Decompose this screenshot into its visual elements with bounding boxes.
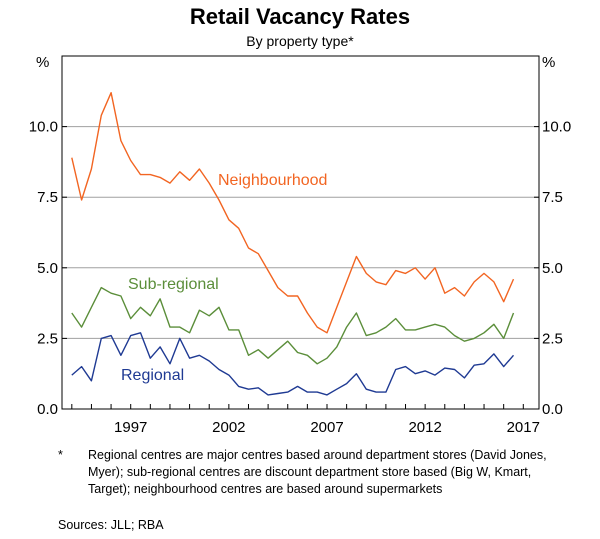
gridlines [62, 126, 539, 339]
x-tick-label: 1997 [114, 419, 147, 436]
footnote-marker: * [58, 448, 63, 462]
y-unit-label-right: % [542, 54, 555, 71]
chart-subtitle: By property type* [246, 33, 354, 49]
plot-frame [61, 55, 540, 410]
y-tick-label-right: 5.0 [542, 260, 563, 277]
x-tick-label: 2017 [507, 419, 540, 436]
y-tick-label-left: 0.0 [37, 401, 58, 418]
series-line-sub-regional [71, 286, 515, 365]
series-line-regional [71, 332, 515, 396]
x-tick-labels: 1997 2002 2007 2012 2017 [114, 419, 540, 436]
y-tick-label-right: 2.5 [542, 330, 563, 347]
y-tick-label-left: 10.0 [29, 119, 58, 136]
y-unit-label-left: % [36, 54, 49, 71]
series-label-regional: Regional [121, 367, 184, 384]
series-lines [71, 91, 515, 396]
y-tick-label-left: 2.5 [37, 330, 58, 347]
footnote-text: Regional centres are major centres based… [88, 448, 547, 496]
x-tick-label: 2012 [408, 419, 441, 436]
y-tick-label-left: 7.5 [37, 189, 58, 206]
series-line-neighbourhood [71, 91, 515, 334]
series-label-neighbourhood: Neighbourhood [218, 172, 327, 189]
x-tick-label: 2007 [310, 419, 343, 436]
footnote-row: * Regional centres are major centres bas… [58, 447, 558, 498]
axis-ticks [62, 126, 539, 410]
sources-line: Sources: JLL; RBA [58, 518, 164, 532]
y-tick-label-right: 0.0 [542, 401, 563, 418]
y-tick-label-right: 7.5 [542, 189, 563, 206]
footnote: * Regional centres are major centres bas… [58, 447, 558, 498]
chart-title: Retail Vacancy Rates [190, 4, 410, 29]
y-tick-label-right: 10.0 [542, 119, 571, 136]
retail-vacancy-chart: Retail Vacancy Rates By property type* %… [29, 4, 571, 436]
series-label-sub-regional: Sub-regional [128, 276, 219, 293]
x-tick-label: 2002 [212, 419, 245, 436]
y-tick-labels: 0.0 0.0 2.5 2.5 5.0 5.0 7.5 7.5 10.0 10.0 [29, 119, 571, 418]
y-tick-label-left: 5.0 [37, 260, 58, 277]
